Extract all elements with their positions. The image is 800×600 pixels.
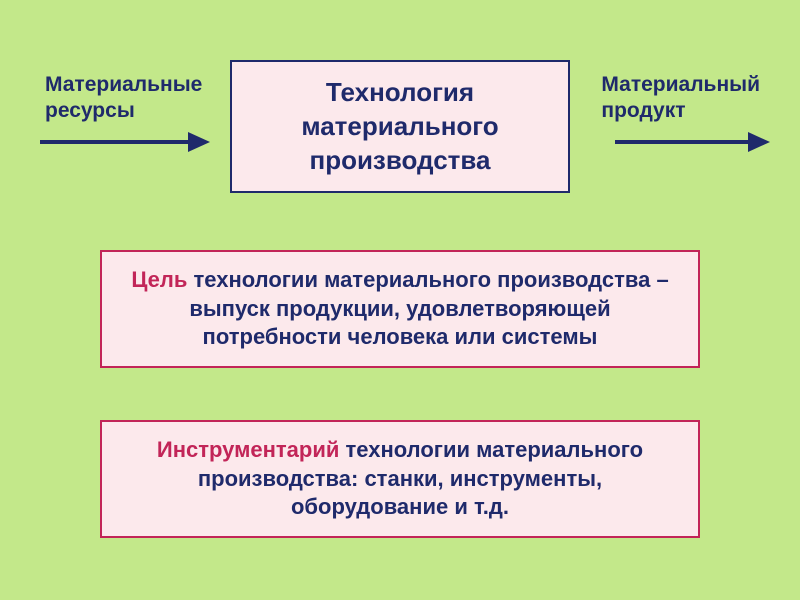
goal-accent-word: Цель xyxy=(131,267,187,292)
center-box-text: Технология материального производства xyxy=(301,77,498,175)
label-resources-text: Материальныересурсы xyxy=(45,73,202,122)
label-product-text: Материальныйпродукт xyxy=(601,73,760,122)
arrow-left xyxy=(40,130,210,154)
top-row: Материальныересурсы Технология материаль… xyxy=(0,60,800,200)
tools-accent-word: Инструментарий xyxy=(157,437,340,462)
goal-rest-text: технологии материального производства – … xyxy=(187,267,668,349)
slide-background: Материальныересурсы Технология материаль… xyxy=(0,0,800,600)
label-product: Материальныйпродукт xyxy=(601,72,760,125)
goal-box: Цель технологии материального производст… xyxy=(100,250,700,368)
arrow-right xyxy=(615,130,770,154)
center-box: Технология материального производства xyxy=(230,60,570,193)
arrow-right-head xyxy=(748,132,770,152)
arrow-left-head xyxy=(188,132,210,152)
tools-box: Инструментарий технологии материального … xyxy=(100,420,700,538)
label-resources: Материальныересурсы xyxy=(45,72,202,125)
